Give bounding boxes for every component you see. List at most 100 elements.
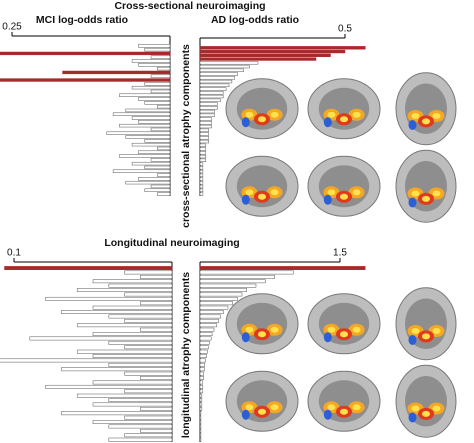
bar [199,136,209,140]
bar [112,112,171,116]
bar [199,393,203,398]
bar [199,169,204,174]
bar [140,274,173,279]
bar [199,437,202,442]
bar [199,398,203,402]
bar [199,332,213,336]
atrophy-core [270,189,279,196]
bar [199,340,210,345]
bar [150,158,171,162]
bar [76,349,173,354]
bar [199,117,212,121]
bar [199,327,215,332]
bar [131,116,171,120]
bar [199,46,366,50]
atrophy-core [340,193,348,200]
bar [140,301,173,306]
atrophy-core [340,331,348,338]
section-title: Longitudinal neuroimaging [104,237,239,249]
x-tick-label: 1.5 [333,248,347,259]
atrophy-blob-blue [323,332,332,343]
y-axis-label: longitudinal atrophy components [180,272,192,438]
bar [138,44,171,48]
bar [199,181,204,185]
atrophy-core [340,408,348,415]
atrophy-core [422,118,430,125]
bar [199,301,233,306]
bar [199,371,204,376]
bar [157,146,171,151]
atrophy-core [258,408,266,415]
bar [119,154,171,158]
bar [92,402,173,407]
bar [199,424,202,429]
atrophy-core [245,111,254,118]
bar [199,158,207,162]
bar [92,332,173,336]
bar [199,151,207,155]
bar [199,177,204,181]
bar [45,384,173,389]
bar [199,109,215,114]
atrophy-blob-blue [323,117,332,128]
bar [199,314,221,319]
bar [131,161,171,166]
bar [106,131,171,135]
bar [199,98,221,102]
bar [199,376,204,380]
bar [199,354,207,358]
bar [144,165,171,170]
bar [131,142,171,147]
bar [199,64,250,69]
bar [199,362,205,367]
atrophy-core [352,326,361,333]
atrophy-core [411,327,420,334]
atrophy-core [352,111,361,118]
bar [199,433,202,438]
bar [61,367,173,372]
x-tick-label: 0.5 [338,24,352,35]
bar [199,349,208,354]
bar [108,283,173,288]
bar [125,108,171,113]
atrophy-core [327,326,336,333]
atrophy-core [422,195,430,202]
bar [144,139,171,143]
bar [131,85,171,90]
bar [76,288,173,292]
bar [199,87,227,91]
bar [138,150,171,154]
bar [124,270,173,275]
bar [119,123,171,128]
atrophy-core [432,327,441,334]
bar [199,94,224,99]
bar [199,266,366,270]
atrophy-core [270,404,279,411]
bar [138,177,171,181]
atrophy-blob-blue [408,412,417,423]
bar [199,336,212,341]
bar [61,411,173,416]
bar [199,83,230,87]
bar [199,288,247,292]
bar [76,393,173,398]
bar [199,283,257,288]
bar [199,358,206,363]
bar [199,318,219,323]
atrophy-core [432,190,441,197]
atrophy-core [327,189,336,196]
atrophy-core [422,333,430,340]
bar [199,428,202,433]
bar [199,102,218,106]
bar [199,57,317,61]
bar [61,310,173,314]
bar [144,188,171,192]
bar [119,93,171,97]
bar [199,411,202,416]
atrophy-core [245,404,254,411]
bar [138,63,171,67]
atrophy-blob-blue [241,194,250,205]
bar [157,192,171,196]
bar [199,279,266,284]
